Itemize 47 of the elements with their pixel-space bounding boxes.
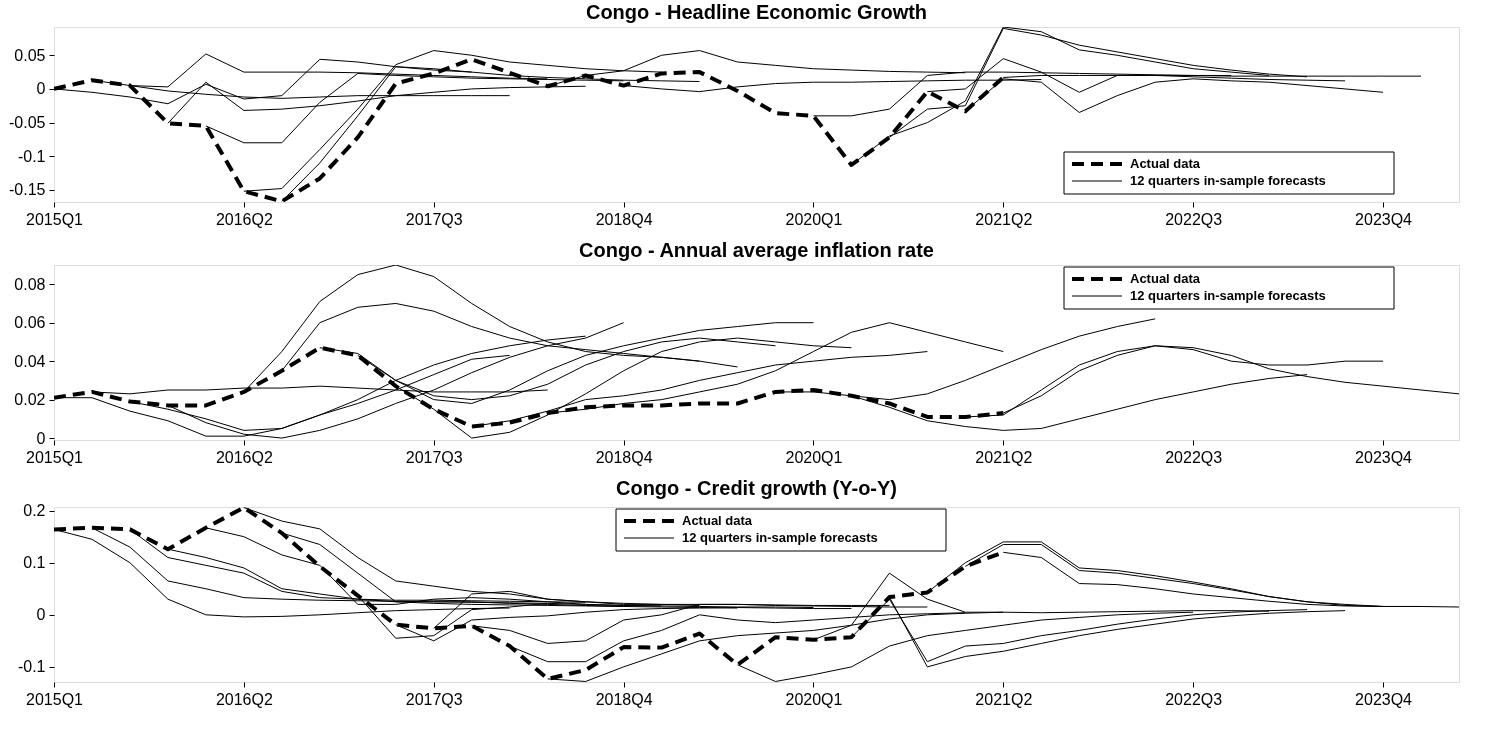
chart-title: Congo - Credit growth (Y-o-Y) bbox=[615, 476, 898, 499]
x-tick-label: 2020Q1 bbox=[785, 690, 843, 708]
y-tick-label: 0.02 bbox=[14, 391, 46, 409]
chart-title: Congo - Annual average inflation rate bbox=[579, 239, 934, 261]
x-tick-label: 2018Q4 bbox=[595, 448, 653, 466]
x-tick-label: 2016Q2 bbox=[215, 448, 273, 466]
y-tick-label: 0.05 bbox=[14, 46, 46, 64]
text: Actual data bbox=[1130, 271, 1201, 286]
x-tick-label: 2022Q3 bbox=[1165, 210, 1223, 228]
x-tick-label: 2023Q4 bbox=[1355, 448, 1413, 466]
x-tick-label: 2021Q2 bbox=[975, 210, 1033, 228]
y-tick-label: 0 bbox=[36, 80, 46, 98]
x-tick-label: 2020Q1 bbox=[785, 448, 843, 466]
y-tick-label: 0 bbox=[36, 606, 46, 624]
legend-label: 12 quarters in-sample forecasts bbox=[1130, 288, 1326, 303]
x-tick-label: 2017Q3 bbox=[405, 448, 463, 466]
y-tick-label: 0.06 bbox=[14, 314, 46, 332]
x-tick-label: 2020Q1 bbox=[785, 210, 843, 228]
y-tick-label: 0 bbox=[36, 429, 46, 447]
y-tick-label: -0.15 bbox=[9, 181, 46, 199]
y-tick-label: -0.05 bbox=[9, 114, 46, 132]
x-tick-label: 2023Q4 bbox=[1355, 210, 1413, 228]
x-tick-label: 2015Q1 bbox=[26, 210, 84, 228]
x-tick-label: 2017Q3 bbox=[405, 210, 463, 228]
x-tick-label: 2018Q4 bbox=[595, 690, 653, 708]
y-tick-label: -0.1 bbox=[17, 658, 46, 676]
x-tick-label: 2018Q4 bbox=[595, 210, 653, 228]
chart-title: Congo - Headline Economic Growth bbox=[585, 1, 928, 23]
y-tick-label: 0.2 bbox=[23, 502, 46, 520]
legend-label: Actual data bbox=[682, 513, 753, 528]
y-tick-label: 0.08 bbox=[14, 275, 46, 293]
x-tick-label: 2015Q1 bbox=[26, 690, 84, 708]
x-tick-label: 2022Q3 bbox=[1165, 690, 1223, 708]
y-tick-label: 0.04 bbox=[14, 352, 46, 370]
x-tick-label: 2015Q1 bbox=[26, 448, 84, 466]
x-tick-label: 2022Q3 bbox=[1165, 448, 1223, 466]
x-tick-label: 2021Q2 bbox=[975, 448, 1033, 466]
x-tick-label: 2023Q4 bbox=[1355, 690, 1413, 708]
y-tick-label: -0.1 bbox=[17, 147, 46, 165]
legend-label: 12 quarters in-sample forecasts bbox=[1130, 173, 1326, 188]
legend-label: Actual data bbox=[1130, 156, 1201, 171]
x-tick-label: 2016Q2 bbox=[215, 690, 273, 708]
y-tick-label: 0.1 bbox=[23, 554, 46, 572]
legend-label: 12 quarters in-sample forecasts bbox=[682, 530, 878, 545]
x-tick-label: 2017Q3 bbox=[405, 690, 463, 708]
x-tick-label: 2021Q2 bbox=[975, 690, 1033, 708]
x-tick-label: 2016Q2 bbox=[215, 210, 273, 228]
